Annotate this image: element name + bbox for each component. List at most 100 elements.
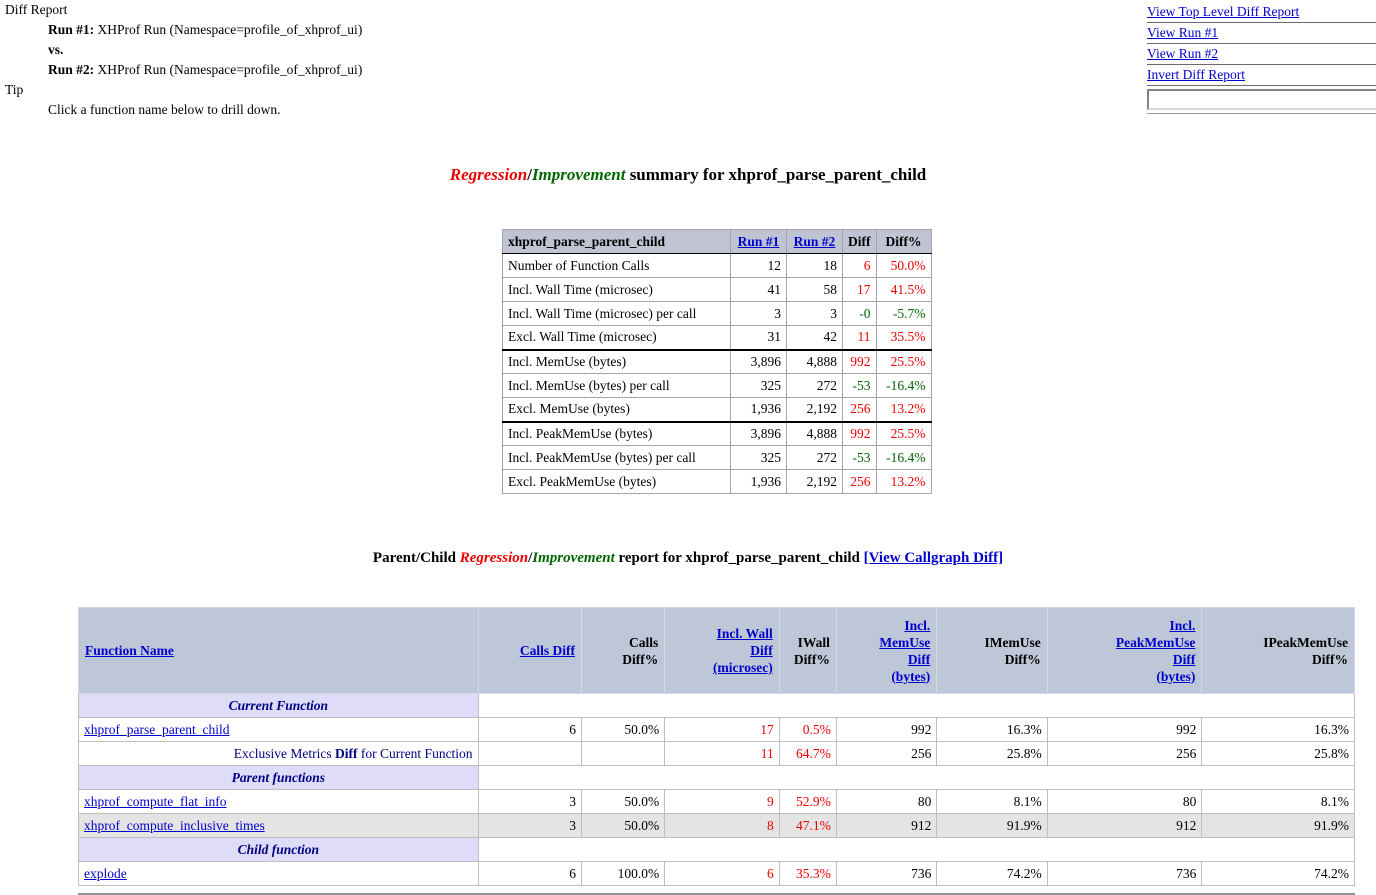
run2-value: 2,192 xyxy=(786,397,843,423)
diffpct-value: 13.2% xyxy=(875,397,932,423)
col-header-incl-memuse-diff-bytes: Incl. MemUse Diff (bytes) xyxy=(835,607,938,694)
incl-memuse-diff-bytes-value: 736 xyxy=(835,861,938,886)
run1-value: 3,896 xyxy=(730,421,787,446)
diffpct-value: -16.4% xyxy=(875,373,932,398)
summary-row: Incl. PeakMemUse (bytes) 3,896 4,888 992 25.… xyxy=(502,421,932,446)
incl-wall-diff-microsec-value: 6 xyxy=(664,861,780,886)
function-cell: explode xyxy=(78,861,479,886)
summary-title-improvement: Improvement xyxy=(531,165,626,184)
ipeakmemuse-diff-value: 91.9% xyxy=(1201,813,1355,838)
nav-input-row xyxy=(1147,86,1376,114)
run1-link[interactable]: Run #1 xyxy=(737,233,780,249)
function-row: xhprof_compute_inclusive_times 3 50.0% 8 47.… xyxy=(78,813,1355,838)
run1-value: 3,896 xyxy=(730,349,787,374)
incl-wall-diff-microsec-value: 11 xyxy=(664,741,780,766)
nav-row: Invert Diff Report xyxy=(1147,65,1376,86)
col-header-link-incl-peakmemuse-diff-bytes[interactable]: Incl. PeakMemUse Diff (bytes) xyxy=(1115,617,1196,684)
calls-diff-value xyxy=(477,741,582,766)
run2-value: 58 xyxy=(786,277,843,302)
section-row-child-function: Child function xyxy=(78,837,1356,862)
function-link-xhprof-parse-parent-child[interactable]: xhprof_parse_parent_child xyxy=(84,721,230,737)
diff-column-header: Diff xyxy=(842,229,877,254)
nav-link-invert-diff-report[interactable]: Invert Diff Report xyxy=(1147,67,1245,82)
nav-row: View Run #1 xyxy=(1147,23,1376,44)
summary-row: Excl. Wall Time (microsec) 31 42 11 35.5% xyxy=(502,325,932,351)
col-header-calls-diff: Calls Diff% xyxy=(580,607,666,694)
incl-wall-diff-microsec-value: 8 xyxy=(664,813,780,838)
run1-line: Run #1: XHProf Run (Namespace=profile_of… xyxy=(48,20,362,40)
nav-link-view-run-2[interactable]: View Run #2 xyxy=(1147,46,1219,61)
metric-name-cell: Incl. PeakMemUse (bytes) xyxy=(502,421,731,446)
iwall-diff-value: 0.5% xyxy=(778,717,837,742)
incl-memuse-diff-bytes-value: 992 xyxy=(835,717,938,742)
calls-diff-value: 50.0% xyxy=(580,789,666,814)
metric-name-cell: Excl. MemUse (bytes) xyxy=(502,397,731,423)
view-callgraph-diff-link[interactable]: [View Callgraph Diff] xyxy=(863,550,1004,566)
report-title-middle: report for xhprof_parse_parent_child xyxy=(614,550,864,566)
incl-peakmemuse-diff-bytes-value: 736 xyxy=(1046,861,1203,886)
report-title-slash: / xyxy=(528,550,533,566)
metric-name-cell: Incl. Wall Time (microsec) xyxy=(502,277,731,302)
summary-row: Incl. MemUse (bytes) per call 325 272 -53 -1… xyxy=(502,373,932,398)
incl-memuse-diff-bytes-value: 912 xyxy=(835,813,938,838)
exclusive-metrics-label: Exclusive Metrics Diff for Current Funct… xyxy=(78,741,479,766)
metric-name-cell: Excl. Wall Time (microsec) xyxy=(502,325,731,351)
imemuse-diff-value: 74.2% xyxy=(936,861,1048,886)
diffpct-value: -16.4% xyxy=(875,445,932,470)
nav-row: View Run #2 xyxy=(1147,44,1376,65)
function-link-xhprof-compute-inclusive-times[interactable]: xhprof_compute_inclusive_times xyxy=(84,817,265,833)
run2-link[interactable]: Run #2 xyxy=(793,233,836,249)
nav: View Top Level Diff Report View Run #1 Vie… xyxy=(1147,2,1376,114)
parent-child-report-table: Function Name Calls Diff Calls Diff% Incl. … xyxy=(78,607,1356,886)
run2-value: 18 xyxy=(786,253,843,278)
calls-diff-value xyxy=(580,741,666,766)
col-header-link-incl-wall-diff-microsec[interactable]: Incl. Wall Diff (microsec) xyxy=(712,626,773,675)
ipeakmemuse-diff-value: 74.2% xyxy=(1201,861,1355,886)
col-header-link-incl-memuse-diff-bytes[interactable]: Incl. MemUse Diff (bytes) xyxy=(879,617,931,684)
function-row: xhprof_parse_parent_child 6 50.0% 17 0.5% 992… xyxy=(78,717,1355,742)
incl-peakmemuse-diff-bytes-value: 992 xyxy=(1046,717,1203,742)
run1-value: 41 xyxy=(730,277,787,302)
diff-report-label: Diff Report xyxy=(5,2,68,17)
summary-title-rest: summary for xhprof_parse_parent_child xyxy=(625,165,927,184)
diff-value: 17 xyxy=(842,277,877,302)
function-link-explode[interactable]: explode xyxy=(84,865,127,881)
metric-name-cell: Incl. Wall Time (microsec) per call xyxy=(502,301,731,326)
section-row-filler xyxy=(477,693,1356,718)
metric-name-cell: Number of Function Calls xyxy=(502,253,731,278)
calls-diff-value: 3 xyxy=(477,789,582,814)
col-header-link-calls-diff[interactable]: Calls Diff xyxy=(519,643,575,658)
section-row-parent-functions: Parent functions xyxy=(78,765,1356,790)
calls-diff-value: 100.0% xyxy=(580,861,666,886)
nav-link-view-top-level-diff-report[interactable]: View Top Level Diff Report xyxy=(1147,4,1300,19)
tip-label: Tip xyxy=(5,82,24,97)
diff-value: 256 xyxy=(842,397,877,423)
nav-link-view-run-1[interactable]: View Run #1 xyxy=(1147,25,1219,40)
run2-label: Run #2: xyxy=(48,62,95,77)
summary-row: Incl. Wall Time (microsec) 41 58 17 41.5% xyxy=(502,277,932,302)
run1-value: 31 xyxy=(730,325,787,351)
function-row: xhprof_compute_flat_info 3 50.0% 9 52.9% 80 8.… xyxy=(78,789,1355,814)
run-search-input[interactable] xyxy=(1147,89,1376,110)
diff-value: -53 xyxy=(842,373,877,398)
function-link-xhprof-compute-flat-info[interactable]: xhprof_compute_flat_info xyxy=(84,793,227,809)
diffpct-value: 41.5% xyxy=(875,277,932,302)
run2-value: 3 xyxy=(786,301,843,326)
run1-column-header: Run #1 xyxy=(730,229,787,254)
run2-line: Run #2: XHProf Run (Namespace=profile_of… xyxy=(48,60,362,80)
nav-row: View Top Level Diff Report xyxy=(1147,2,1376,23)
iwall-diff-value: 64.7% xyxy=(778,741,837,766)
calls-diff-value: 3 xyxy=(477,813,582,838)
ipeakmemuse-diff-value: 25.8% xyxy=(1201,741,1355,766)
diff-value: 992 xyxy=(842,421,877,446)
summary-title: Regression/Improvement summary for xhpro… xyxy=(0,165,1376,185)
diff-value: 992 xyxy=(842,349,877,374)
summary-row: Incl. MemUse (bytes) 3,896 4,888 992 25.5% xyxy=(502,349,932,374)
col-header-link-function-name[interactable]: Function Name xyxy=(85,643,174,658)
run1-label: Run #1: xyxy=(48,22,95,37)
run2-value: 4,888 xyxy=(786,421,843,446)
col-header-function-name: Function Name xyxy=(78,607,479,694)
run2-column-header: Run #2 xyxy=(786,229,843,254)
incl-wall-diff-microsec-value: 17 xyxy=(664,717,780,742)
diffpct-column-header: Diff% xyxy=(875,229,932,254)
